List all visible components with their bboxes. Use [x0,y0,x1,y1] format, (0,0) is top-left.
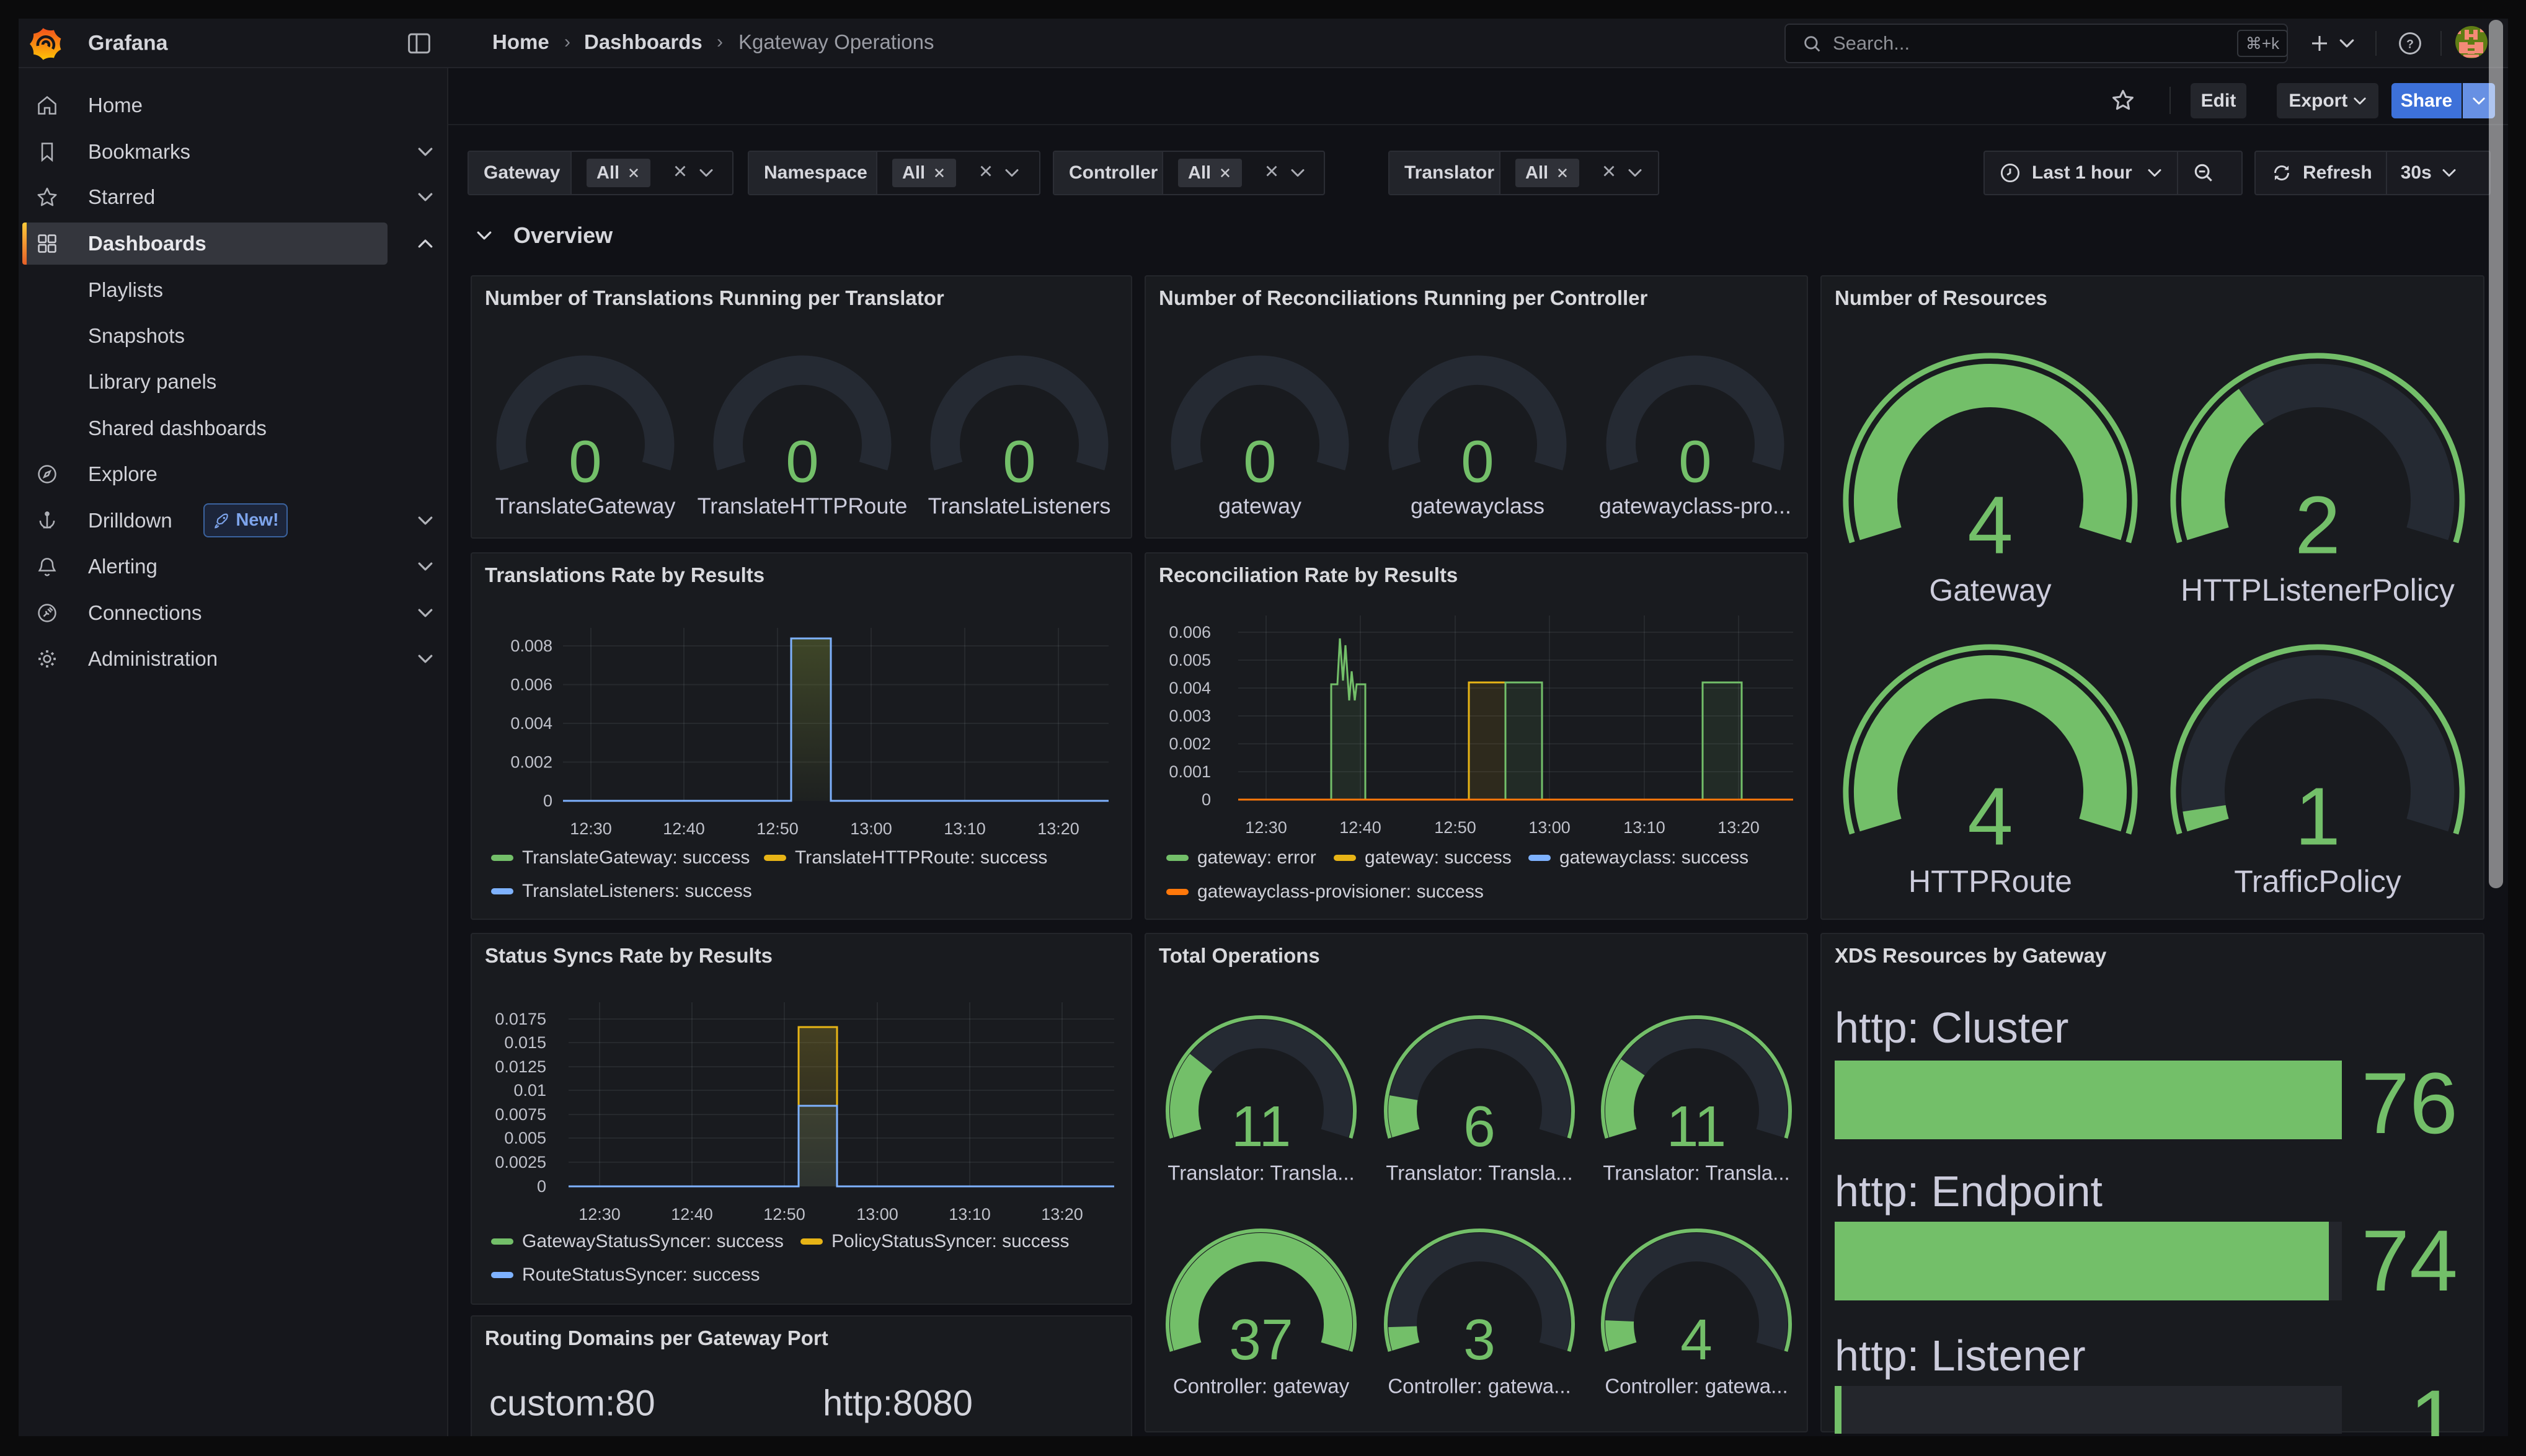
svg-text:12:40: 12:40 [1339,818,1381,837]
svg-text:0.0125: 0.0125 [495,1057,546,1076]
svg-text:13:10: 13:10 [944,819,986,838]
svg-text:12:40: 12:40 [671,1205,713,1224]
svg-text:Translator: Transla...: Translator: Transla... [1168,1162,1354,1185]
svg-text:0.004: 0.004 [510,714,552,733]
svg-text:gatewayclass: gatewayclass [1411,493,1544,519]
svg-text:Controller: gateway: Controller: gateway [1173,1375,1350,1398]
svg-text:13:10: 13:10 [949,1205,991,1224]
svg-text:2: 2 [2295,480,2340,571]
svg-text:0: 0 [786,429,818,495]
svg-text:0: 0 [537,1177,546,1196]
svg-text:0.004: 0.004 [1169,679,1211,697]
svg-text:0.001: 0.001 [1169,762,1211,781]
svg-text:0.005: 0.005 [1169,651,1211,669]
svg-text:0: 0 [1243,429,1276,495]
svg-text:Translator: Transla...: Translator: Transla... [1603,1162,1789,1185]
svg-text:13:00: 13:00 [1528,818,1571,837]
svg-text:Translator: Transla...: Translator: Transla... [1386,1162,1572,1185]
svg-text:0.006: 0.006 [510,676,552,694]
svg-text:0.015: 0.015 [504,1033,546,1052]
svg-text:6: 6 [1463,1094,1496,1158]
svg-text:0.006: 0.006 [1169,623,1211,642]
svg-text:TranslateGateway: TranslateGateway [495,493,676,519]
svg-text:HTTPListenerPolicy: HTTPListenerPolicy [2181,573,2455,607]
svg-text:0.0175: 0.0175 [495,1010,546,1028]
svg-text:0: 0 [1003,429,1035,495]
svg-text:0.005: 0.005 [504,1129,546,1147]
svg-text:0: 0 [569,429,601,495]
svg-text:4: 4 [1680,1307,1713,1372]
svg-text:13:20: 13:20 [1041,1205,1083,1224]
svg-text:13:20: 13:20 [1717,818,1760,837]
svg-text:1: 1 [2295,771,2340,862]
svg-text:13:10: 13:10 [1623,818,1665,837]
svg-text:0.003: 0.003 [1169,707,1211,725]
svg-text:3: 3 [1463,1307,1496,1372]
svg-text:12:50: 12:50 [1434,818,1476,837]
svg-text:0.008: 0.008 [510,637,552,655]
svg-text:4: 4 [1967,480,2013,571]
svg-text:gatewayclass-pro...: gatewayclass-pro... [1599,493,1791,519]
svg-text:0: 0 [1678,429,1711,495]
svg-text:TranslateHTTPRoute: TranslateHTTPRoute [698,493,908,519]
svg-text:0: 0 [1202,790,1211,809]
svg-text:TrafficPolicy: TrafficPolicy [2234,864,2401,899]
svg-text:12:50: 12:50 [763,1205,805,1224]
svg-text:11: 11 [1667,1094,1727,1158]
svg-text:12:30: 12:30 [1245,818,1287,837]
svg-text:4: 4 [1967,771,2013,862]
svg-text:HTTPRoute: HTTPRoute [1908,864,2072,899]
svg-text:11: 11 [1231,1094,1292,1158]
svg-text:TranslateListeners: TranslateListeners [928,493,1111,519]
svg-text:12:40: 12:40 [663,819,705,838]
svg-text:13:00: 13:00 [856,1205,898,1224]
svg-text:37: 37 [1229,1307,1293,1372]
svg-text:Controller: gatewa...: Controller: gatewa... [1605,1375,1788,1398]
svg-text:0.0075: 0.0075 [495,1105,546,1124]
svg-text:Controller: gatewa...: Controller: gatewa... [1388,1375,1571,1398]
svg-text:12:30: 12:30 [578,1205,621,1224]
svg-text:Gateway: Gateway [1929,573,2051,607]
svg-text:13:20: 13:20 [1037,819,1079,838]
svg-text:13:00: 13:00 [850,819,892,838]
svg-text:?: ? [2406,38,2414,51]
svg-text:0: 0 [543,792,552,810]
svg-text:12:30: 12:30 [570,819,612,838]
svg-text:0.01: 0.01 [513,1081,546,1100]
svg-text:0: 0 [1461,429,1494,495]
svg-text:gateway: gateway [1218,493,1301,519]
svg-text:0.0025: 0.0025 [495,1153,546,1171]
svg-text:12:50: 12:50 [756,819,799,838]
svg-text:0.002: 0.002 [510,753,552,772]
svg-text:0.002: 0.002 [1169,735,1211,753]
